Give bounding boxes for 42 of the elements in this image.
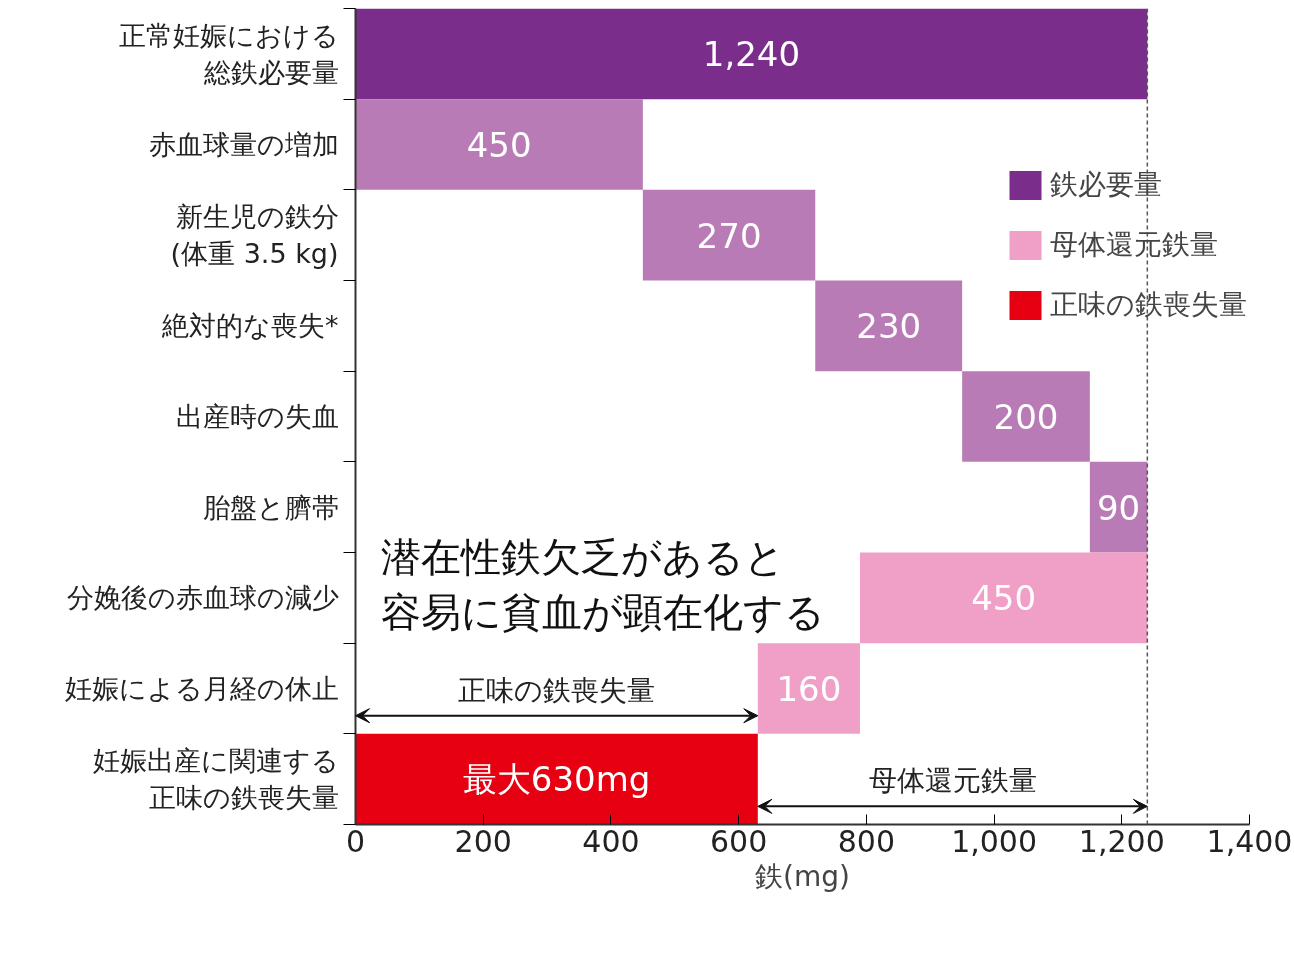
bar: [355, 8, 1148, 100]
bar: [355, 733, 758, 825]
y-tick-label: 妊娠出産に関連する正味の鉄喪失量: [92, 745, 339, 814]
y-tick-label: 胎盤と臍帯: [202, 491, 339, 523]
legend-label: 正味の鉄喪失量: [1050, 287, 1247, 323]
bar: [642, 189, 816, 281]
bar: [962, 371, 1090, 462]
data-label: 450: [971, 578, 1037, 619]
annotation: 潜在性鉄欠乏があると容易に貧血が顕在化する: [381, 533, 826, 635]
annotation: 正味の鉄喪失量: [458, 673, 656, 707]
bar: [757, 643, 860, 734]
x-tick-label: 1,200: [1078, 823, 1165, 859]
data-label: 270: [696, 215, 762, 256]
bar: [355, 99, 643, 190]
y-tick-label: 赤血球量の増加: [148, 129, 339, 160]
bar: [859, 552, 1148, 644]
x-tick-label: 600: [710, 823, 768, 859]
x-axis-title: 鉄(mg): [755, 859, 850, 893]
data-label: 1,240: [702, 34, 801, 75]
y-tick-label: 妊娠による月経の休止: [64, 673, 339, 704]
x-tick-label: 0: [345, 823, 366, 859]
y-tick-label: 正常妊娠における総鉄必要量: [118, 19, 339, 88]
y-tick-label: 分娩後の赤血球の減少: [66, 582, 339, 614]
data-label: 230: [856, 306, 922, 347]
annotation: 母体還元鉄量: [868, 764, 1037, 798]
bar: [815, 280, 963, 372]
x-tick-label: 1,000: [951, 823, 1038, 859]
x-tick-label: 200: [454, 823, 512, 859]
data-label: 200: [993, 397, 1059, 437]
x-tick-label: 800: [837, 823, 895, 859]
data-label: 最大630mg: [462, 759, 651, 800]
data-label: 450: [466, 125, 532, 165]
data-label: 160: [776, 669, 842, 709]
data-label: 90: [1096, 487, 1141, 528]
y-tick-label: 出産時の失血: [175, 401, 339, 432]
x-tick-label: 400: [582, 823, 640, 859]
legend-label: 母体還元鉄量: [1050, 227, 1218, 263]
legend-label: 鉄必要量: [1050, 167, 1162, 203]
y-tick-label: 新生児の鉄分(体重 3.5 kg): [170, 201, 339, 270]
x-tick-label: 1,400: [1206, 823, 1293, 859]
y-tick-label: 絶対的な喪失*: [161, 310, 339, 342]
bar: [1089, 461, 1148, 553]
